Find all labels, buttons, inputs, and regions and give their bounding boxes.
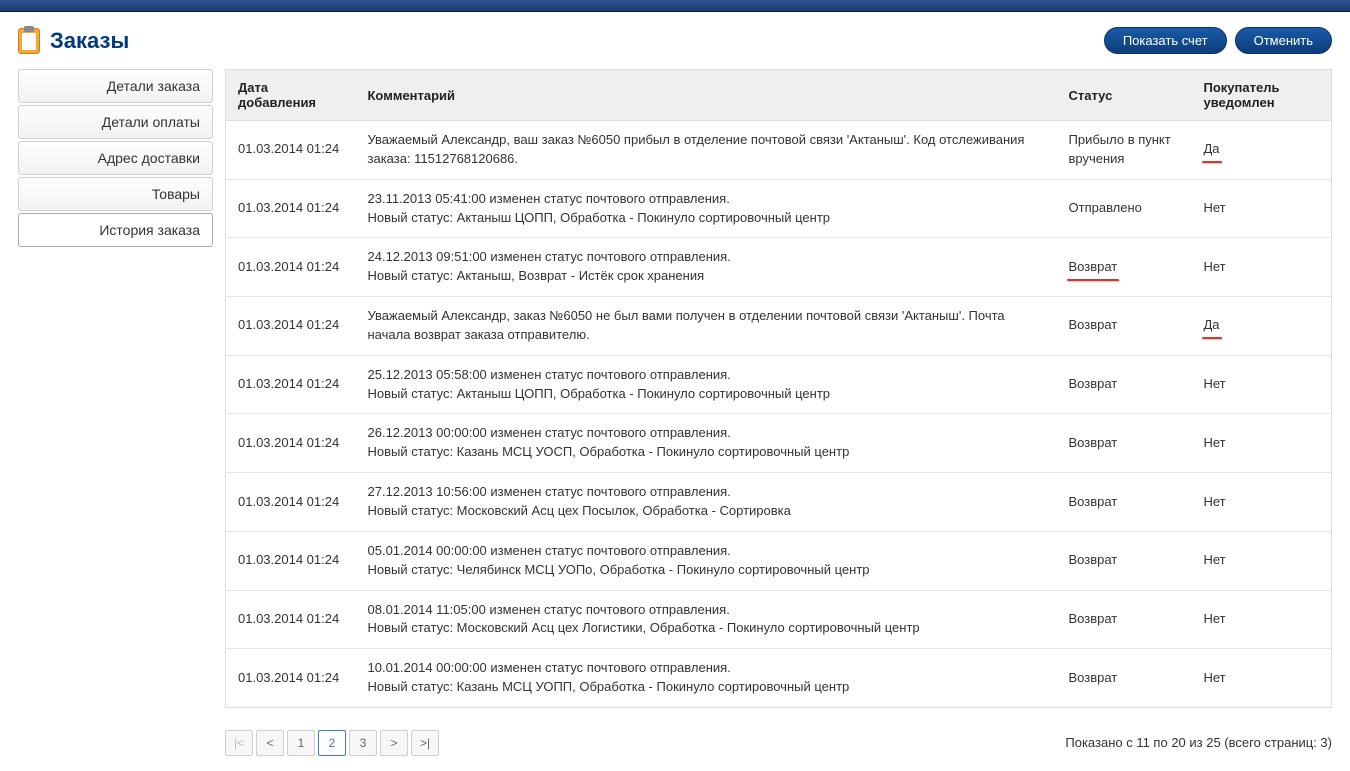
cell-status: Отправлено (1057, 179, 1192, 238)
cell-notified: Да (1192, 121, 1332, 180)
cell-notified: Нет (1192, 355, 1332, 414)
table-row: 01.03.2014 01:2410.01.2014 00:00:00 изме… (226, 649, 1332, 708)
cell-status: Возврат (1057, 297, 1192, 356)
cell-notified: Нет (1192, 531, 1332, 590)
cell-comment: Уважаемый Александр, заказ №6050 не был … (356, 297, 1057, 356)
cell-comment: Уважаемый Александр, ваш заказ №6050 при… (356, 121, 1057, 180)
footer-row: |<<123>>| Показано с 11 по 20 из 25 (все… (225, 730, 1332, 756)
sidebar: Детали заказаДетали оплатыАдрес доставки… (18, 69, 213, 249)
main: Детали заказаДетали оплатыАдрес доставки… (18, 69, 1332, 756)
cell-status: Прибыло в пункт вручения (1057, 121, 1192, 180)
cell-comment: 25.12.2013 05:58:00 изменен статус почто… (356, 355, 1057, 414)
cell-notified: Да (1192, 297, 1332, 356)
cell-date: 01.03.2014 01:24 (226, 121, 356, 180)
sidebar-item-1[interactable]: Детали оплаты (18, 105, 213, 139)
table-row: 01.03.2014 01:24Уважаемый Александр, зак… (226, 297, 1332, 356)
cell-notified: Нет (1192, 179, 1332, 238)
cell-status: Возврат (1057, 649, 1192, 708)
cell-comment: 10.01.2014 00:00:00 изменен статус почто… (356, 649, 1057, 708)
cell-comment: 23.11.2013 05:41:00 изменен статус почто… (356, 179, 1057, 238)
container: Заказы Показать счет Отменить Детали зак… (0, 12, 1350, 771)
table-row: 01.03.2014 01:2425.12.2013 05:58:00 изме… (226, 355, 1332, 414)
sidebar-item-2[interactable]: Адрес доставки (18, 141, 213, 175)
th-notified: Покупатель уведомлен (1192, 70, 1332, 121)
page-1[interactable]: 1 (287, 730, 315, 756)
table-row: 01.03.2014 01:2424.12.2013 09:51:00 изме… (226, 238, 1332, 297)
cell-date: 01.03.2014 01:24 (226, 473, 356, 532)
clipboard-icon (18, 28, 40, 54)
cell-comment: 26.12.2013 00:00:00 изменен статус почто… (356, 414, 1057, 473)
sidebar-item-0[interactable]: Детали заказа (18, 69, 213, 103)
cancel-button[interactable]: Отменить (1235, 27, 1332, 54)
cell-date: 01.03.2014 01:24 (226, 590, 356, 649)
cell-comment: 27.12.2013 10:56:00 изменен статус почто… (356, 473, 1057, 532)
cell-date: 01.03.2014 01:24 (226, 179, 356, 238)
cell-notified: Нет (1192, 473, 1332, 532)
cell-notified: Нет (1192, 649, 1332, 708)
cell-date: 01.03.2014 01:24 (226, 649, 356, 708)
cell-date: 01.03.2014 01:24 (226, 414, 356, 473)
pagination: |<<123>>| (225, 730, 439, 756)
cell-notified: Нет (1192, 238, 1332, 297)
page-prev[interactable]: < (256, 730, 284, 756)
cell-date: 01.03.2014 01:24 (226, 238, 356, 297)
page-info: Показано с 11 по 20 из 25 (всего страниц… (1065, 735, 1332, 750)
cell-comment: 05.01.2014 00:00:00 изменен статус почто… (356, 531, 1057, 590)
top-row: Заказы Показать счет Отменить (18, 27, 1332, 54)
cell-notified: Нет (1192, 414, 1332, 473)
button-group: Показать счет Отменить (1104, 27, 1332, 54)
cell-status: Возврат (1057, 238, 1192, 297)
table-row: 01.03.2014 01:24Уважаемый Александр, ваш… (226, 121, 1332, 180)
cell-date: 01.03.2014 01:24 (226, 531, 356, 590)
cell-comment: 08.01.2014 11:05:00 изменен статус почто… (356, 590, 1057, 649)
cell-date: 01.03.2014 01:24 (226, 355, 356, 414)
page-first[interactable]: |< (225, 730, 253, 756)
page-last[interactable]: >| (411, 730, 439, 756)
cell-status: Возврат (1057, 355, 1192, 414)
cell-status: Возврат (1057, 590, 1192, 649)
table-body: 01.03.2014 01:24Уважаемый Александр, ваш… (226, 121, 1332, 708)
cell-status: Возврат (1057, 414, 1192, 473)
table-header-row: Дата добавления Комментарий Статус Покуп… (226, 70, 1332, 121)
header-bar (0, 0, 1350, 12)
table-row: 01.03.2014 01:2423.11.2013 05:41:00 изме… (226, 179, 1332, 238)
table-row: 01.03.2014 01:2426.12.2013 00:00:00 изме… (226, 414, 1332, 473)
sidebar-item-4[interactable]: История заказа (18, 213, 213, 247)
show-invoice-button[interactable]: Показать счет (1104, 27, 1227, 54)
cell-comment: 24.12.2013 09:51:00 изменен статус почто… (356, 238, 1057, 297)
cell-status: Возврат (1057, 473, 1192, 532)
th-comment: Комментарий (356, 70, 1057, 121)
sidebar-item-3[interactable]: Товары (18, 177, 213, 211)
table-row: 01.03.2014 01:2427.12.2013 10:56:00 изме… (226, 473, 1332, 532)
page-2[interactable]: 2 (318, 730, 346, 756)
table-row: 01.03.2014 01:2408.01.2014 11:05:00 изме… (226, 590, 1332, 649)
page-title: Заказы (50, 28, 129, 54)
page-3[interactable]: 3 (349, 730, 377, 756)
th-date: Дата добавления (226, 70, 356, 121)
cell-notified: Нет (1192, 590, 1332, 649)
cell-status: Возврат (1057, 531, 1192, 590)
table-row: 01.03.2014 01:2405.01.2014 00:00:00 изме… (226, 531, 1332, 590)
cell-date: 01.03.2014 01:24 (226, 297, 356, 356)
history-table: Дата добавления Комментарий Статус Покуп… (225, 69, 1332, 708)
title-group: Заказы (18, 28, 129, 54)
content: Дата добавления Комментарий Статус Покуп… (225, 69, 1332, 756)
page-next[interactable]: > (380, 730, 408, 756)
th-status: Статус (1057, 70, 1192, 121)
